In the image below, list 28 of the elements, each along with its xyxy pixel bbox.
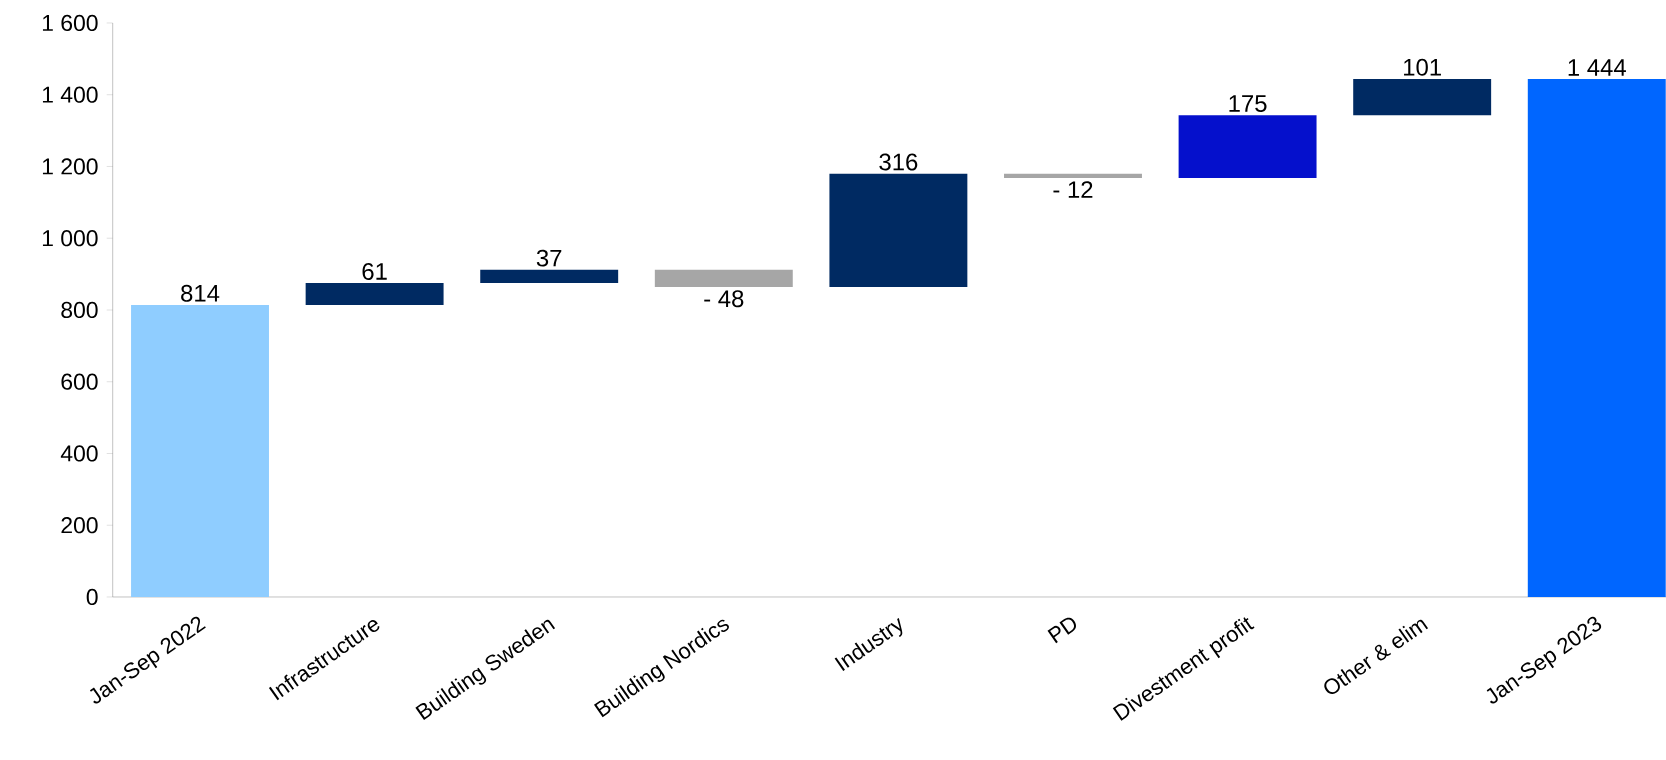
- bar: [1004, 173, 1142, 178]
- data-label: 61: [362, 262, 387, 280]
- y-tick-label: 600: [61, 373, 98, 390]
- data-label: 175: [1229, 95, 1267, 112]
- data-label: 814: [181, 284, 220, 302]
- bar: [1353, 78, 1492, 116]
- data-label: - 12: [1053, 181, 1093, 198]
- bar: [654, 269, 793, 288]
- y-tick-label: 800: [61, 301, 98, 319]
- data-label: - 48: [704, 290, 744, 308]
- data-label: 37: [536, 249, 562, 267]
- data-label: 101: [1404, 58, 1441, 76]
- x-tick-label: PD: [1047, 617, 1077, 644]
- data-label: 316: [879, 153, 918, 171]
- y-tick-label: 0: [86, 588, 98, 606]
- bar: [829, 173, 968, 288]
- y-tick-label: 1 000: [42, 230, 98, 247]
- y-tick-label: 1 600: [42, 14, 98, 32]
- bar: [480, 269, 619, 284]
- y-tick-label: 1 200: [42, 158, 98, 175]
- y-tick-label: 400: [60, 445, 98, 462]
- bar: [1527, 78, 1666, 597]
- bar: [305, 283, 444, 305]
- data-label: 1 444: [1568, 59, 1626, 76]
- y-tick-label: 200: [61, 517, 98, 534]
- bar: [1178, 115, 1317, 178]
- bar: [131, 304, 269, 597]
- y-tick-label: 1 400: [42, 86, 98, 103]
